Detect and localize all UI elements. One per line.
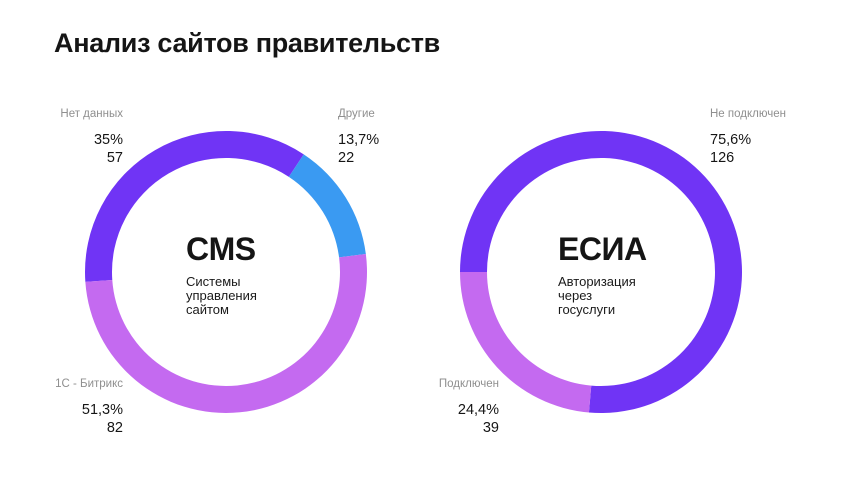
esia-donut-chart bbox=[460, 131, 742, 414]
cms-donut-chart bbox=[85, 131, 368, 414]
donut-segment-2 bbox=[460, 272, 592, 413]
cms-heading: CMS bbox=[186, 231, 256, 267]
legend-bitrix: 1С - Битрикс 51,3% 82 bbox=[55, 378, 123, 436]
legend-connected: Подключен 24,4% 39 bbox=[438, 378, 499, 436]
legend-no-data: Нет данных 35% 57 bbox=[60, 108, 123, 166]
esia-center-label: ЕСИА Авторизация через госуслуги bbox=[558, 232, 647, 317]
cms-subtitle: Системы управления сайтом bbox=[186, 274, 257, 317]
page-title: Анализ сайтов правительств bbox=[54, 28, 440, 58]
donut-segment-3 bbox=[85, 253, 368, 414]
esia-heading: ЕСИА bbox=[558, 231, 647, 267]
donut-segment-2 bbox=[288, 154, 366, 258]
cms-center-label: CMS Системы управления сайтом bbox=[186, 232, 257, 317]
esia-subtitle: Авторизация через госуслуги bbox=[558, 274, 636, 317]
legend-other: Другие 13,7% 22 bbox=[338, 108, 380, 166]
donut-segment-1 bbox=[85, 131, 304, 282]
legend-not-connected: Не подключен 75,6% 126 bbox=[710, 108, 786, 166]
